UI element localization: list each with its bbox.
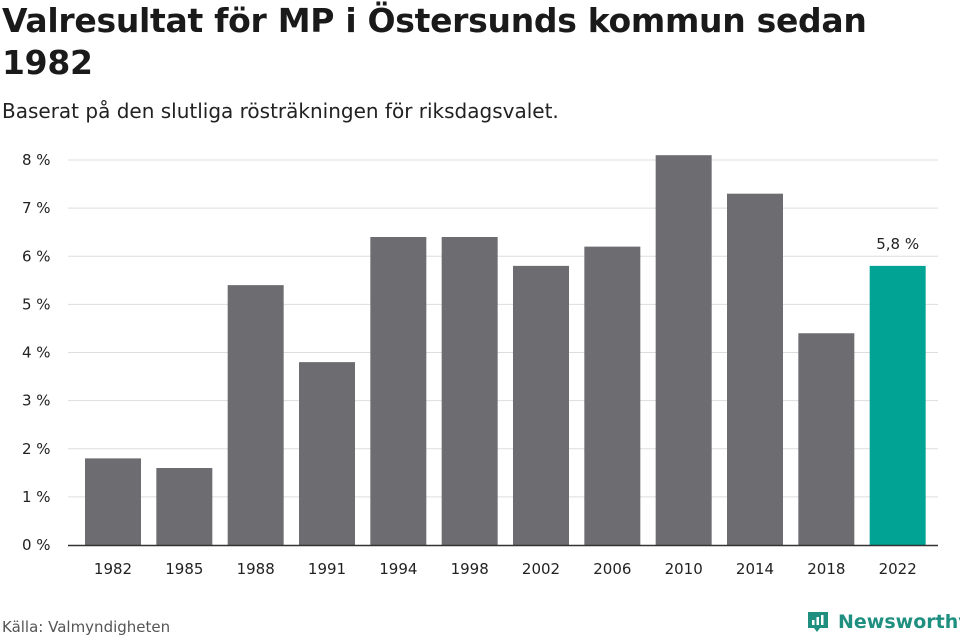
y-tick-label: 2 %: [22, 440, 51, 458]
x-tick-label: 2010: [665, 560, 703, 578]
bar: [727, 193, 783, 545]
x-tick-label: 2014: [736, 560, 774, 578]
x-tick-label: 1982: [94, 560, 132, 578]
x-tick-label: 2022: [879, 560, 917, 578]
y-tick-label: 7 %: [22, 199, 51, 217]
x-tick-label: 1988: [237, 560, 275, 578]
bar: [370, 237, 427, 545]
bar: [156, 468, 213, 545]
bar: [299, 362, 355, 545]
source-note: Källa: Valmyndigheten: [2, 618, 171, 636]
bar: [798, 333, 855, 545]
bar: [227, 285, 284, 545]
y-tick-label: 3 %: [22, 392, 51, 410]
brand-name: Newsworthy: [838, 611, 960, 633]
y-tick-label: 4 %: [22, 344, 51, 362]
chart-title: Valresultat för MP i Östersunds kommun s…: [2, 1, 867, 82]
bar: [584, 246, 641, 545]
x-tick-label: 1985: [165, 560, 203, 578]
bar-chart: 0 % 1 % 2 % 3 % 4 % 5 % 6 % 7 % 8 % 1982 1985 1988 1…: [22, 151, 938, 578]
bar: [869, 265, 926, 545]
x-tick-label: 2006: [593, 560, 631, 578]
y-tick-label: 6 %: [22, 247, 51, 265]
data-label: 5,8 %: [876, 235, 919, 253]
x-tick-label: 1991: [308, 560, 346, 578]
bar: [85, 458, 141, 545]
x-tick-label: 1994: [379, 560, 417, 578]
y-tick-label: 5 %: [22, 295, 51, 313]
bar: [441, 237, 498, 545]
brand-logo[interactable]: Newsworthy: [806, 608, 960, 636]
x-tick-label: 2002: [522, 560, 560, 578]
x-tick-label: 2018: [807, 560, 845, 578]
bar: [655, 155, 712, 545]
y-tick-label: 1 %: [22, 488, 51, 506]
chart-subtitle: Baserat på den slutliga rösträkningen fö…: [2, 99, 559, 123]
newsworthy-icon: [808, 612, 828, 632]
x-tick-label: 1998: [451, 560, 489, 578]
y-tick-label: 8 %: [22, 151, 51, 169]
y-tick-label: 0 %: [22, 536, 51, 554]
bar: [513, 265, 569, 545]
